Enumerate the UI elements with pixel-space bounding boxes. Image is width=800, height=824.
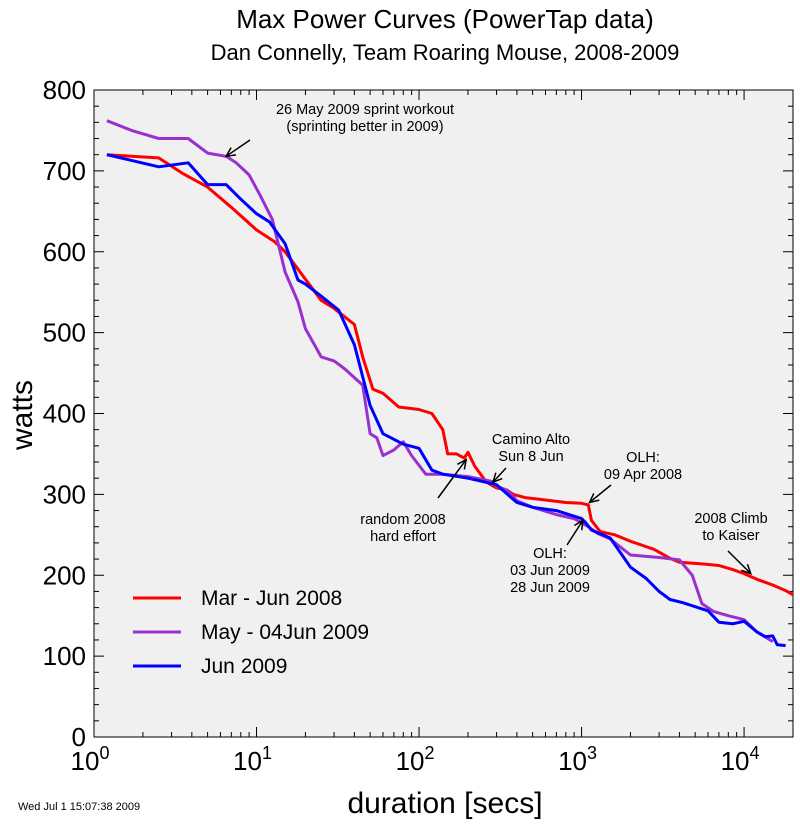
y-tick-label: 600: [43, 237, 86, 267]
annotation-text: 2008 Climb to Kaiser: [694, 511, 767, 544]
x-tick-exponent: 0: [99, 743, 109, 763]
annotation-arrow: [727, 550, 752, 575]
annotation-line: 09 Apr 2008: [604, 467, 682, 483]
annotation-line: 28 Jun 2009: [510, 580, 590, 596]
annotations: 26 May 2009 sprint workout (sprinting bet…: [224, 102, 768, 596]
x-tick-label: 100: [71, 743, 110, 776]
series-lines: [106, 119, 794, 648]
x-tick-label: 101: [233, 743, 272, 776]
annotation-arrowhead: [741, 563, 753, 575]
legend-label: Mar - Jun 2008: [201, 587, 342, 610]
annotation-line: 26 May 2009 sprint workout: [276, 102, 454, 118]
x-tick-label: 102: [396, 743, 435, 776]
plot-area: [93, 89, 794, 738]
y-tick-label: 400: [43, 399, 86, 429]
annotation-text: OLH: 03 Jun 2009 28 Jun 2009: [510, 546, 590, 596]
annotation-line: 2008 Climb: [694, 511, 767, 527]
y-tick-label: 800: [43, 75, 86, 105]
chart-subtitle: Dan Connelly, Team Roaring Mouse, 2008-2…: [211, 40, 680, 65]
annotation-arrow: [589, 484, 612, 504]
y-tick-label: 0: [72, 722, 86, 752]
series-line: [106, 153, 786, 648]
annotation-line: OLH:: [626, 450, 660, 466]
annotation-arrow: [566, 519, 584, 546]
annotation-arrowhead: [224, 147, 237, 158]
x-tick-base: 10: [396, 746, 425, 776]
annotation-text: Camino Alto Sun 8 Jun: [492, 432, 570, 465]
y-tick-label: 500: [43, 318, 86, 348]
annotation-text: OLH: 09 Apr 2008: [604, 450, 682, 483]
annotation-line: (sprinting better in 2009): [286, 119, 443, 135]
x-axis-title: duration [secs]: [347, 787, 542, 820]
x-tick-base: 10: [233, 746, 262, 776]
annotation-line: 03 Jun 2009: [510, 563, 590, 579]
annotation-text: 26 May 2009 sprint workout (sprinting bet…: [276, 102, 454, 135]
x-tick-exponent: 3: [587, 743, 597, 763]
annotation-line: to Kaiser: [702, 528, 759, 544]
annotation-arrow: [225, 139, 251, 157]
y-tick-label: 100: [43, 641, 86, 671]
annotation-line: OLH:: [533, 546, 567, 562]
y-tick-labels: 0 100 200 300 400 500 600 700 800: [43, 75, 86, 752]
y-tick-label: 200: [43, 560, 86, 590]
annotation-line: Sun 8 Jun: [498, 449, 563, 465]
annotation-arrow: [492, 467, 507, 483]
annotation-line: Camino Alto: [492, 432, 570, 448]
annotation-arrowhead: [456, 458, 468, 470]
series-line: [106, 119, 774, 643]
x-tick-labels: 100 101 102 103 104: [71, 743, 760, 776]
axis-ticks: [93, 89, 794, 738]
annotation-line: random 2008: [360, 512, 445, 528]
annotation-arrow: [437, 459, 467, 499]
x-tick-base: 10: [71, 746, 100, 776]
x-tick-exponent: 2: [424, 743, 434, 763]
y-tick-label: 300: [43, 479, 86, 509]
timestamp: Wed Jul 1 15:07:38 2009: [18, 801, 140, 813]
legend-label: May - 04Jun 2009: [201, 621, 369, 644]
chart-title: Max Power Curves (PowerTap data): [236, 4, 654, 34]
y-axis-title: watts: [6, 380, 39, 451]
legend-label: Jun 2009: [201, 655, 287, 678]
legend: Mar - Jun 2008 May - 04Jun 2009 Jun 2009: [133, 587, 369, 678]
x-tick-exponent: 1: [262, 743, 272, 763]
y-tick-label: 700: [43, 156, 86, 186]
x-tick-label: 103: [558, 743, 597, 776]
annotation-line: hard effort: [370, 529, 436, 545]
x-tick-base: 10: [558, 746, 587, 776]
x-tick-exponent: 4: [750, 743, 760, 763]
annotation-text: random 2008 hard effort: [360, 512, 445, 545]
annotation-arrowhead: [588, 493, 600, 504]
annotation-arrowhead: [491, 472, 503, 484]
x-tick-label: 104: [721, 743, 760, 776]
x-tick-base: 10: [721, 746, 750, 776]
annotation-arrowhead: [574, 518, 584, 531]
